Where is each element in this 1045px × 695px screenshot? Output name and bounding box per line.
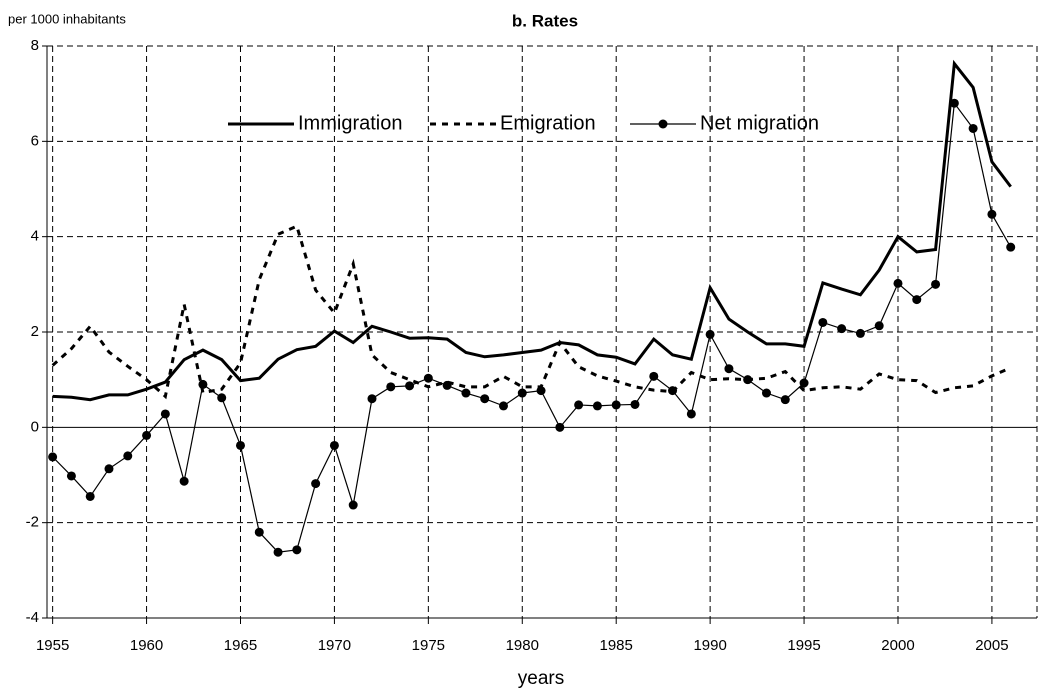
- x-tick-label: 1995: [787, 637, 820, 654]
- point: [949, 98, 959, 108]
- point: [780, 395, 790, 405]
- x-tick-label: 1960: [130, 637, 163, 654]
- point: [254, 527, 264, 537]
- point: [48, 452, 58, 462]
- point: [668, 386, 678, 396]
- point: [311, 479, 321, 489]
- point: [649, 371, 659, 381]
- point: [611, 400, 621, 410]
- point: [423, 373, 433, 383]
- series-line: [52, 101, 1012, 553]
- series-line: [52, 59, 1012, 402]
- point: [292, 545, 302, 555]
- point: [104, 464, 114, 474]
- point: [630, 399, 640, 409]
- point: [874, 321, 884, 331]
- point: [179, 476, 189, 486]
- x-tick-label: 1955: [36, 637, 69, 654]
- point: [66, 471, 76, 481]
- point: [1006, 242, 1016, 252]
- legend-label: Net migration: [700, 112, 819, 134]
- y-tick-label: 4: [31, 228, 39, 245]
- point: [273, 547, 283, 557]
- legend-label: Immigration: [298, 112, 402, 134]
- point: [142, 430, 152, 440]
- point: [555, 422, 565, 432]
- point: [498, 401, 508, 411]
- x-tick-label: 1990: [693, 637, 726, 654]
- point: [705, 329, 715, 339]
- point: [480, 394, 490, 404]
- point: [160, 409, 170, 419]
- y-tick-label: -2: [26, 514, 39, 531]
- x-tick-label: 1975: [412, 637, 445, 654]
- point: [761, 388, 771, 398]
- point: [217, 393, 227, 403]
- point: [893, 278, 903, 288]
- point: [442, 380, 452, 390]
- x-tick-label: 2005: [975, 637, 1008, 654]
- point: [85, 491, 95, 501]
- point: [574, 400, 584, 410]
- legend-label: Emigration: [500, 112, 596, 134]
- y-tick-label: 2: [31, 323, 39, 340]
- point: [968, 123, 978, 133]
- y-tick-label: -4: [26, 609, 39, 626]
- point: [123, 451, 133, 461]
- x-tick-label: 1985: [600, 637, 633, 654]
- x-tick-label: 1970: [318, 637, 351, 654]
- point: [348, 500, 358, 510]
- point: [818, 317, 828, 327]
- point: [799, 378, 809, 388]
- point: [405, 381, 415, 391]
- point: [367, 394, 377, 404]
- point: [517, 388, 527, 398]
- point: [743, 375, 753, 385]
- point: [461, 388, 471, 398]
- point: [235, 440, 245, 450]
- x-tick-label: 1965: [224, 637, 257, 654]
- point: [724, 364, 734, 374]
- point: [386, 382, 396, 392]
- point: [837, 324, 847, 334]
- x-tick-label: 2000: [881, 637, 914, 654]
- point: [931, 279, 941, 289]
- point: [329, 440, 339, 450]
- x-tick-label: 1980: [506, 637, 539, 654]
- y-tick-label: 6: [31, 132, 39, 149]
- point: [855, 328, 865, 338]
- point: [912, 295, 922, 305]
- y-tick-label: 8: [31, 37, 39, 54]
- x-axis-label: years: [518, 668, 564, 689]
- point: [987, 209, 997, 219]
- point: [686, 409, 696, 419]
- legend-marker: [658, 119, 668, 129]
- point: [536, 386, 546, 396]
- y-axis-label: per 1000 inhabitants: [8, 11, 126, 26]
- chart-title: b. Rates: [512, 11, 578, 30]
- point: [198, 379, 208, 389]
- y-tick-label: 0: [31, 418, 39, 435]
- point: [592, 401, 602, 411]
